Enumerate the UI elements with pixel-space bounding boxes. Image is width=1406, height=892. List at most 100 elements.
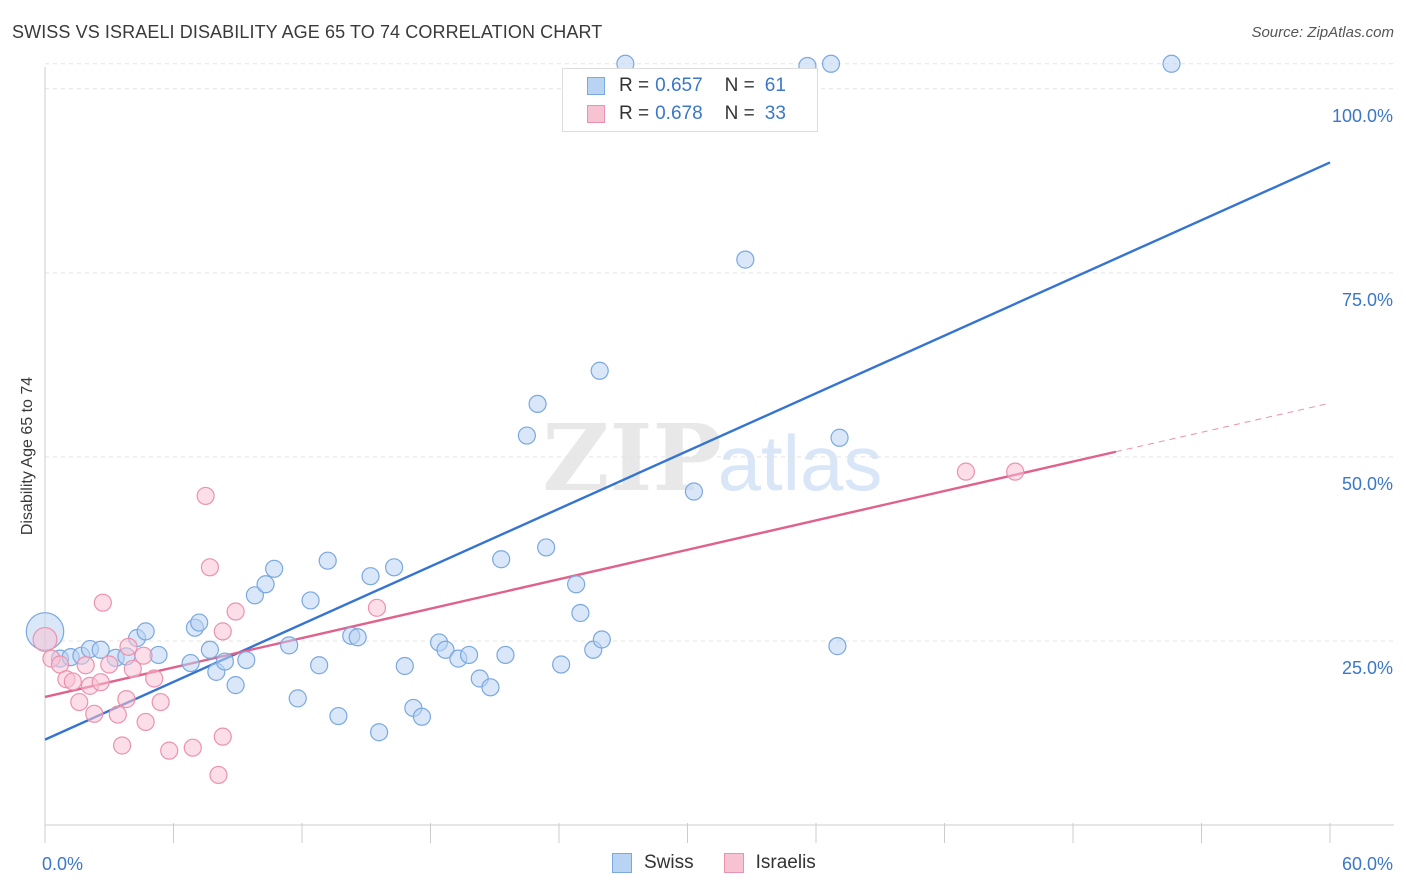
- swiss-point: [567, 575, 586, 594]
- israeli-point: [136, 712, 155, 732]
- swiss-point: [552, 655, 571, 674]
- israelis-legend-label: Israelis: [755, 852, 816, 873]
- swiss-point: [395, 656, 414, 676]
- swiss-point: [481, 678, 500, 697]
- israeli-point: [226, 602, 245, 621]
- swiss-point: [329, 706, 348, 726]
- israelis-legend-swatch: [723, 853, 744, 873]
- legend-item-israelis[interactable]: Israelis: [723, 852, 816, 874]
- israeli-point: [209, 765, 228, 785]
- swiss-n-value: 61: [764, 75, 786, 96]
- swiss-point: [412, 707, 432, 726]
- x-tick-label: 60.0%: [1342, 854, 1393, 874]
- swiss-point: [384, 558, 404, 577]
- swiss-point: [181, 653, 200, 673]
- swiss-point: [528, 394, 547, 413]
- israeli-point: [63, 672, 82, 691]
- israeli-point: [93, 593, 112, 612]
- swiss-point: [459, 645, 479, 665]
- swiss-point: [370, 723, 389, 742]
- israelis-r-value: 0.678: [655, 103, 703, 124]
- israeli-point: [123, 659, 142, 679]
- swiss-point: [736, 250, 755, 269]
- swiss-point: [821, 54, 841, 73]
- swiss-point: [288, 689, 307, 708]
- israeli-point: [145, 669, 164, 688]
- swiss-r-label: R =: [619, 75, 650, 96]
- swiss-point: [571, 603, 590, 623]
- swiss-point: [590, 361, 609, 380]
- israeli-point: [367, 598, 387, 617]
- israeli-point: [151, 692, 170, 712]
- swiss-point: [496, 645, 515, 665]
- watermark: ZIP atlas: [542, 404, 882, 512]
- swiss-swatch: [587, 77, 605, 95]
- swiss-point: [200, 640, 220, 659]
- swiss-point: [1162, 54, 1181, 73]
- israelis-n-label: N =: [724, 103, 755, 124]
- legend-row-israelis: R = 0.678 N = 33: [587, 101, 786, 127]
- swiss-n-label: N =: [724, 75, 755, 96]
- israeli-point: [70, 692, 89, 712]
- israeli-point: [956, 462, 976, 481]
- swiss-point: [190, 613, 209, 632]
- israeli-point: [100, 655, 119, 674]
- swiss-point: [492, 550, 511, 569]
- swiss-point: [136, 622, 155, 641]
- y-tick-label: 25.0%: [1342, 658, 1393, 678]
- israelis-n-value: 33: [764, 103, 786, 124]
- swiss-point: [318, 551, 337, 570]
- israeli-point: [134, 646, 153, 665]
- swiss-point: [280, 636, 299, 655]
- swiss-point: [684, 482, 704, 501]
- swiss-trend-line: [44, 161, 1331, 741]
- israeli-point: [117, 690, 136, 709]
- swiss-point: [436, 640, 455, 659]
- chart-title: SWISS VS ISRAELI DISABILITY AGE 65 TO 74…: [12, 22, 603, 42]
- swiss-point: [237, 650, 256, 670]
- swiss-point: [828, 637, 847, 656]
- swiss-point: [830, 428, 849, 447]
- chart-source: Source: ZipAtlas.com: [1251, 24, 1394, 41]
- swiss-point: [361, 567, 380, 586]
- swiss-point: [245, 586, 264, 605]
- swiss-legend-swatch: [612, 853, 632, 873]
- swiss-point: [310, 656, 329, 675]
- israeli-point: [112, 736, 132, 755]
- israeli-point: [196, 486, 215, 506]
- y-tick-label: 75.0%: [1342, 290, 1393, 310]
- israeli-point: [1006, 462, 1025, 481]
- y-tick-label: 50.0%: [1342, 474, 1393, 494]
- legend-row-swiss: R = 0.657 N = 61: [587, 73, 786, 99]
- swiss-point: [517, 426, 536, 445]
- israelis-swatch: [587, 105, 605, 123]
- israeli-point: [160, 741, 179, 760]
- swiss-point: [348, 628, 367, 647]
- israeli-point: [76, 656, 95, 675]
- swiss-point: [301, 591, 320, 610]
- swiss-point: [256, 575, 275, 594]
- swiss-point: [265, 559, 284, 578]
- swiss-legend-label: Swiss: [644, 852, 694, 873]
- swiss-point: [537, 538, 556, 557]
- watermark-atlas: atlas: [718, 419, 883, 507]
- stats-legend: R = 0.657 N = 61 R = 0.678 N = 33: [562, 68, 818, 132]
- israeli-point: [85, 704, 104, 723]
- legend-item-swiss[interactable]: Swiss: [612, 852, 694, 874]
- series-legend: Swiss Israelis: [612, 852, 846, 874]
- israeli-point: [183, 738, 202, 757]
- x-tick-label: 0.0%: [42, 854, 83, 874]
- israeli-point: [213, 622, 232, 641]
- swiss-point: [226, 676, 245, 695]
- swiss-r-value: 0.657: [655, 75, 703, 96]
- swiss-point: [215, 652, 234, 671]
- israeli-point: [32, 626, 58, 652]
- swiss-point: [592, 630, 611, 649]
- israeli-point: [119, 637, 138, 656]
- swiss-point: [91, 640, 110, 659]
- israeli-point: [91, 673, 110, 692]
- israeli-trend-line-extension: [1115, 402, 1331, 453]
- israeli-point: [108, 705, 127, 724]
- israeli-point: [200, 558, 220, 577]
